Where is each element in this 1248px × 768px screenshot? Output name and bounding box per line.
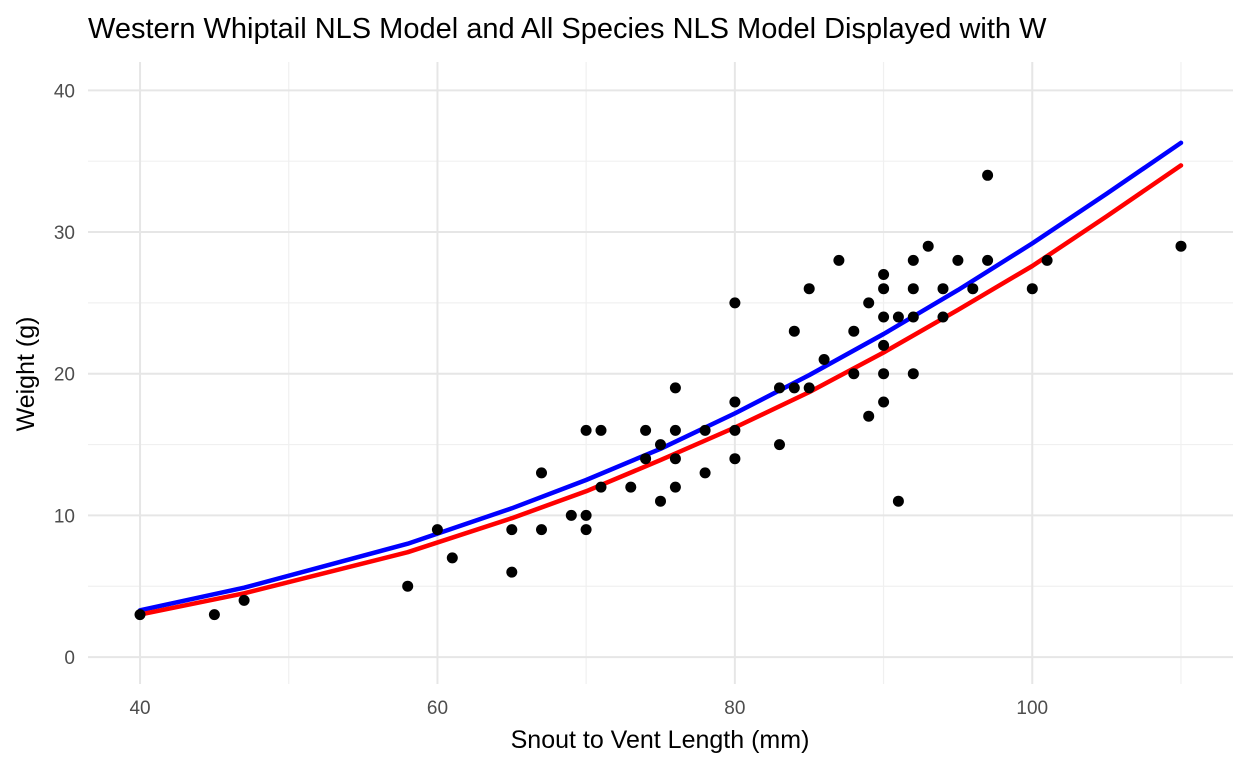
data-point: [848, 368, 860, 380]
data-point: [699, 467, 711, 479]
data-point: [833, 254, 845, 266]
y-tick-label: 20: [54, 365, 75, 386]
data-point: [1175, 240, 1187, 252]
data-point: [803, 283, 815, 295]
data-point: [580, 524, 592, 536]
data-point: [863, 410, 875, 422]
data-point: [506, 524, 518, 536]
data-point: [878, 368, 890, 380]
data-point: [625, 481, 637, 493]
data-point: [922, 240, 934, 252]
data-point: [655, 439, 666, 451]
y-tick-label: 10: [54, 506, 75, 527]
data-point: [536, 524, 547, 536]
data-point: [982, 254, 994, 266]
data-point: [907, 368, 919, 380]
data-point: [669, 382, 681, 394]
data-point: [595, 424, 607, 436]
data-point: [402, 580, 414, 592]
y-tick-label: 0: [64, 648, 75, 669]
data-point: [788, 325, 800, 337]
x-tick-label: 80: [724, 698, 745, 719]
data-point: [536, 467, 547, 479]
data-point: [892, 311, 904, 323]
chart-title: Western Whiptail NLS Model and All Speci…: [88, 13, 1047, 45]
data-point: [669, 453, 681, 465]
x-axis-label: Snout to Vent Length (mm): [511, 726, 810, 754]
data-point: [580, 424, 592, 436]
data-point: [729, 396, 741, 408]
data-point: [565, 509, 577, 521]
data-point: [669, 481, 681, 493]
x-tick-labels: 40 60 80 100: [129, 698, 1048, 719]
data-point: [863, 297, 875, 309]
blue-model-line: [137, 140, 1184, 613]
data-point: [729, 297, 741, 309]
data-point: [878, 339, 890, 351]
data-point: [640, 453, 652, 465]
data-point: [892, 495, 904, 507]
data-point: [1026, 283, 1038, 295]
x-tick-label: 100: [1016, 698, 1048, 719]
data-point: [907, 311, 919, 323]
data-point: [907, 283, 919, 295]
major-gridlines-y: [88, 89, 1233, 659]
data-point: [878, 283, 890, 295]
data-point: [134, 609, 146, 621]
data-point: [669, 424, 681, 436]
data-point: [803, 382, 815, 394]
data-point: [774, 439, 785, 451]
data-point: [238, 594, 250, 606]
y-axis-label: Weight (g): [12, 317, 40, 432]
data-point: [655, 495, 666, 507]
data-point: [580, 509, 592, 521]
data-point: [1041, 254, 1053, 266]
data-point: [982, 169, 994, 181]
data-point: [208, 609, 220, 621]
y-tick-labels: 0 10 20 30 40: [54, 81, 75, 669]
data-point: [937, 311, 949, 323]
data-point: [446, 552, 458, 564]
data-point: [699, 424, 711, 436]
data-point: [967, 283, 979, 295]
y-tick-label: 40: [54, 81, 75, 102]
data-point: [952, 254, 964, 266]
data-point: [818, 354, 830, 365]
data-point: [774, 382, 785, 394]
data-point: [907, 254, 919, 266]
data-point: [788, 382, 800, 394]
x-tick-label: 60: [427, 698, 448, 719]
data-point: [937, 283, 949, 295]
data-point: [878, 396, 890, 408]
data-point: [878, 269, 890, 280]
data-point: [506, 566, 518, 578]
data-point: [878, 311, 890, 323]
data-point: [595, 481, 607, 493]
data-point: [848, 325, 860, 337]
data-point: [431, 524, 443, 536]
data-point: [640, 424, 652, 436]
model-lines: [137, 140, 1184, 617]
y-tick-label: 30: [54, 223, 75, 244]
data-point: [729, 453, 741, 465]
data-point: [729, 424, 741, 436]
data-points: [134, 169, 1187, 621]
x-tick-label: 40: [129, 698, 150, 719]
